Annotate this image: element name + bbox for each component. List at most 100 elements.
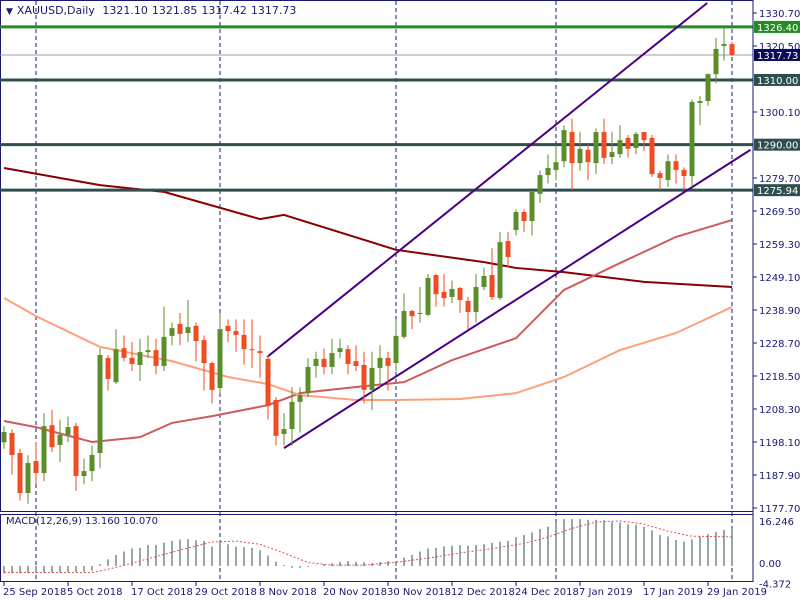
candle-bearish bbox=[361, 365, 367, 390]
date-tick-label: 29 Oct 2018 bbox=[195, 587, 257, 598]
candle-bullish bbox=[297, 395, 303, 402]
candle-bullish bbox=[545, 167, 551, 176]
candle-bullish bbox=[425, 277, 431, 315]
candle-bearish bbox=[489, 275, 495, 298]
candle-bearish bbox=[409, 310, 415, 317]
candle-bearish bbox=[225, 325, 231, 332]
price-tick-label: 1177.70 bbox=[759, 504, 800, 515]
candle-bearish bbox=[569, 132, 575, 164]
price-tick-label: 1208.30 bbox=[759, 405, 800, 416]
level-price-tag: 1310.00 bbox=[757, 76, 798, 87]
date-tick-label: 12 Dec 2018 bbox=[451, 587, 515, 598]
macd-header: MACD(12,26,9) 13.160 10.070 bbox=[6, 516, 161, 527]
candle-bearish bbox=[345, 349, 351, 365]
candle-bearish bbox=[273, 399, 279, 436]
candle-bearish bbox=[657, 173, 663, 178]
candle-bearish bbox=[33, 461, 39, 474]
candle-bullish bbox=[289, 401, 295, 430]
macd-label: MACD(12,26,9) bbox=[6, 516, 82, 527]
date-tick-label: 7 Jan 2019 bbox=[579, 587, 633, 598]
trend-channel-line bbox=[283, 149, 751, 449]
macd-main-value: 13.160 bbox=[84, 516, 120, 527]
candle-bearish bbox=[353, 361, 359, 366]
candle-bullish bbox=[713, 48, 719, 75]
date-tick-label: 17 Jan 2019 bbox=[643, 587, 703, 598]
candle-bullish bbox=[689, 101, 695, 177]
candle-bullish bbox=[161, 336, 167, 366]
candle-bearish bbox=[121, 348, 127, 358]
candle-bearish bbox=[641, 132, 647, 141]
candle-bullish bbox=[497, 242, 503, 299]
candle-bullish bbox=[473, 287, 479, 312]
macd-tick-label: 0.00 bbox=[759, 559, 781, 570]
chart-header: ▼ XAUUSD,Daily 1321.10 1321.85 1317.42 1317.… bbox=[6, 4, 300, 17]
close-value: 1317.73 bbox=[250, 4, 297, 17]
candle-bearish bbox=[201, 340, 207, 364]
level-price-tag-bg bbox=[754, 138, 800, 151]
main-panel-frame bbox=[0, 0, 754, 512]
dropdown-triangle-icon[interactable]: ▼ bbox=[6, 7, 13, 17]
date-tick-label: 8 Nov 2018 bbox=[259, 587, 317, 598]
date-tick-label: 20 Nov 2018 bbox=[323, 587, 387, 598]
candle-bearish bbox=[17, 453, 23, 494]
low-value: 1317.42 bbox=[201, 4, 247, 17]
level-price-tag-bg bbox=[754, 20, 800, 33]
candle-bearish bbox=[209, 363, 215, 390]
candle-bearish bbox=[441, 291, 447, 299]
date-tick-label: 29 Jan 2019 bbox=[707, 587, 767, 598]
price-tick-label: 1330.70 bbox=[759, 9, 800, 20]
candle-bearish bbox=[505, 241, 511, 257]
candle-bullish bbox=[561, 130, 567, 162]
candle-bullish bbox=[593, 132, 599, 164]
candle-bullish bbox=[57, 434, 63, 445]
candle-bearish bbox=[193, 325, 199, 342]
current-price-tag: 1317.73 bbox=[757, 51, 798, 62]
price-tick-label: 1238.90 bbox=[759, 306, 800, 317]
candle-bullish bbox=[89, 454, 95, 472]
level-price-tag: 1290.00 bbox=[757, 141, 798, 152]
date-tick-label: 17 Oct 2018 bbox=[131, 587, 193, 598]
candle-bullish bbox=[145, 350, 151, 353]
candle-bullish bbox=[65, 427, 71, 435]
candle-bullish bbox=[481, 276, 487, 288]
price-tick-label: 1198.10 bbox=[759, 438, 800, 449]
candle-bearish bbox=[321, 358, 327, 367]
macd-tick-label: 16.246 bbox=[759, 517, 794, 528]
symbol-label: XAUUSD,Daily bbox=[16, 4, 95, 17]
candle-bearish bbox=[649, 137, 655, 175]
candle-bearish bbox=[433, 275, 439, 295]
candle-bullish bbox=[705, 74, 711, 101]
moving-average-line-ma_slow bbox=[3, 166, 733, 289]
candle-bearish bbox=[521, 211, 527, 222]
candle-bearish bbox=[177, 323, 183, 334]
candle-bullish bbox=[281, 429, 287, 434]
trend-channel-line bbox=[266, 2, 708, 358]
candle-bullish bbox=[553, 162, 559, 170]
date-tick-label: 30 Nov 2018 bbox=[387, 587, 451, 598]
candle-bearish bbox=[465, 300, 471, 312]
candle-bullish bbox=[25, 463, 31, 494]
candle-bearish bbox=[129, 357, 135, 365]
price-tick-label: 1300.10 bbox=[759, 108, 800, 119]
candle-bearish bbox=[625, 137, 631, 149]
candle-bearish bbox=[249, 349, 255, 351]
candle-bullish bbox=[665, 161, 671, 180]
candle-bearish bbox=[385, 357, 391, 366]
candle-bullish bbox=[369, 367, 375, 390]
candle-bullish bbox=[41, 426, 47, 474]
macd-tick-label: -4.372 bbox=[759, 580, 791, 591]
candle-bullish bbox=[577, 148, 583, 164]
moving-average-line-ma_mid bbox=[3, 219, 733, 444]
price-tick-label: 1279.70 bbox=[759, 174, 800, 185]
open-value: 1321.10 bbox=[102, 4, 148, 17]
candle-bullish bbox=[401, 310, 407, 337]
candle-bullish bbox=[449, 288, 455, 298]
candle-bullish bbox=[377, 357, 383, 368]
moving-average-line-ma_fast bbox=[3, 297, 733, 401]
price-tick-label: 1187.90 bbox=[759, 471, 800, 482]
candle-bearish bbox=[49, 425, 55, 448]
candle-bearish bbox=[265, 358, 271, 407]
candle-bullish bbox=[137, 352, 143, 365]
candle-bearish bbox=[457, 288, 463, 300]
